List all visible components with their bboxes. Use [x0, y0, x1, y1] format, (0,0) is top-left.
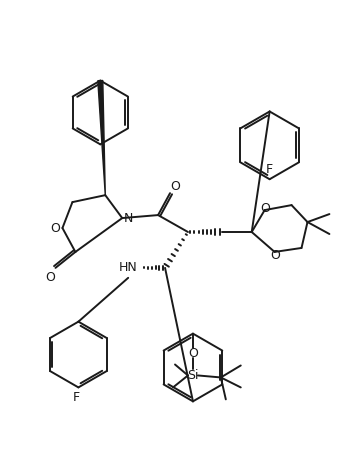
Text: O: O [46, 271, 55, 284]
Text: F: F [266, 163, 273, 176]
Text: O: O [170, 180, 180, 193]
Text: HN: HN [119, 261, 137, 274]
Text: Si: Si [187, 369, 199, 382]
Text: F: F [73, 391, 80, 404]
Text: O: O [51, 221, 60, 235]
Text: N: N [124, 212, 133, 225]
Polygon shape [98, 80, 105, 195]
Text: O: O [188, 347, 198, 360]
Text: O: O [271, 250, 281, 262]
Text: O: O [261, 202, 271, 215]
